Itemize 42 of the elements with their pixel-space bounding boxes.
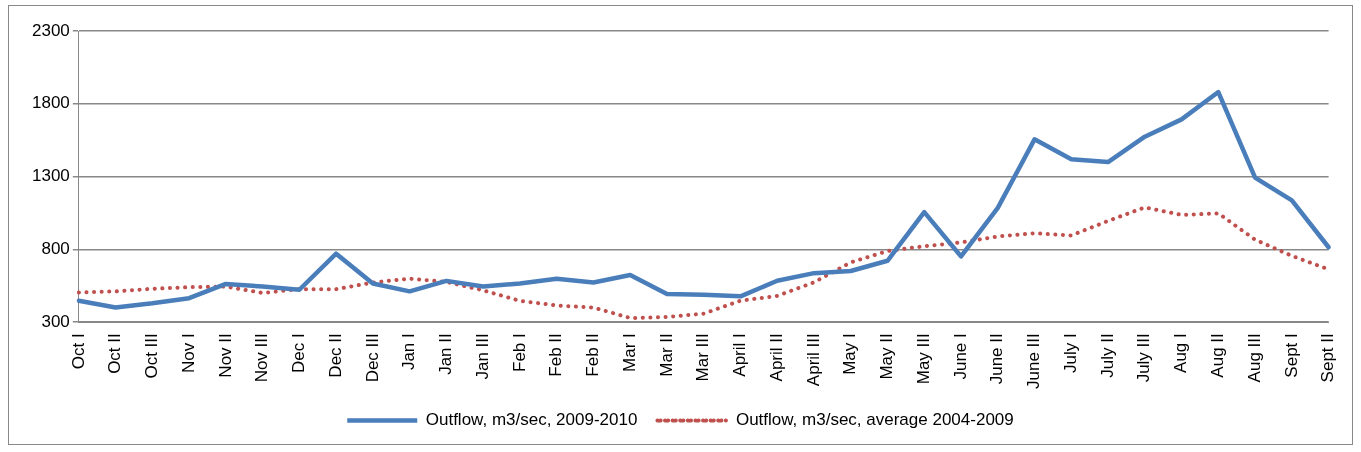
y-tick-label: 2300 (31, 20, 70, 40)
x-tick-label: May III (913, 333, 933, 385)
x-tick-label: Sept II (1318, 333, 1338, 383)
x-tick-label: July II (1097, 333, 1117, 378)
x-tick-label: Feb II (546, 333, 566, 377)
x-tick-label: Sept I (1281, 333, 1301, 378)
x-tick-label: Mar II (656, 333, 676, 377)
x-tick-label: Aug III (1244, 333, 1264, 383)
x-tick-label: June II (987, 333, 1007, 385)
x-tick-label: Oct II (105, 333, 125, 374)
x-tick-label: Feb I (509, 333, 529, 372)
x-tick-label: June III (1024, 333, 1044, 390)
x-tick-label: April III (803, 333, 823, 387)
x-tick-label: Mar III (693, 333, 713, 382)
x-tick-label: April I (730, 333, 750, 377)
x-tick-label: Dec I (289, 333, 309, 373)
x-tick-label: Nov II (215, 333, 235, 378)
y-tick-label: 800 (41, 239, 70, 259)
x-tick-label: Jan II (436, 333, 456, 375)
x-tick-label: Oct III (142, 333, 162, 379)
x-tick-label: Oct I (68, 333, 88, 370)
x-tick-label: Nov I (178, 333, 198, 373)
x-tick-label: Aug II (1208, 333, 1228, 378)
x-tick-label: Aug I (1171, 333, 1191, 373)
x-tick-label: Mar I (619, 333, 639, 372)
x-tick-label: Nov III (252, 333, 272, 383)
y-tick-label: 1300 (31, 166, 70, 186)
x-tick-label: July III (1134, 333, 1154, 383)
x-tick-label: Feb II (583, 333, 603, 377)
x-tick-label: May I (840, 333, 860, 375)
x-tick-label: Dec III (362, 333, 382, 383)
x-tick-label: May II (877, 333, 897, 380)
y-tick-label: 1800 (31, 93, 70, 113)
x-tick-label: July I (1060, 333, 1080, 373)
y-tick-label: 300 (41, 311, 70, 331)
x-tick-label: April II (766, 333, 786, 382)
legend-label: Outflow, m3/sec, 2009-2010 (425, 410, 638, 430)
legend-label: Outflow, m3/sec, average 2004-2009 (735, 410, 1014, 430)
x-tick-label: June I (950, 333, 970, 380)
x-tick-label: Jan I (399, 333, 419, 371)
x-tick-label: Jan III (472, 333, 492, 380)
x-tick-label: Dec II (325, 333, 345, 378)
